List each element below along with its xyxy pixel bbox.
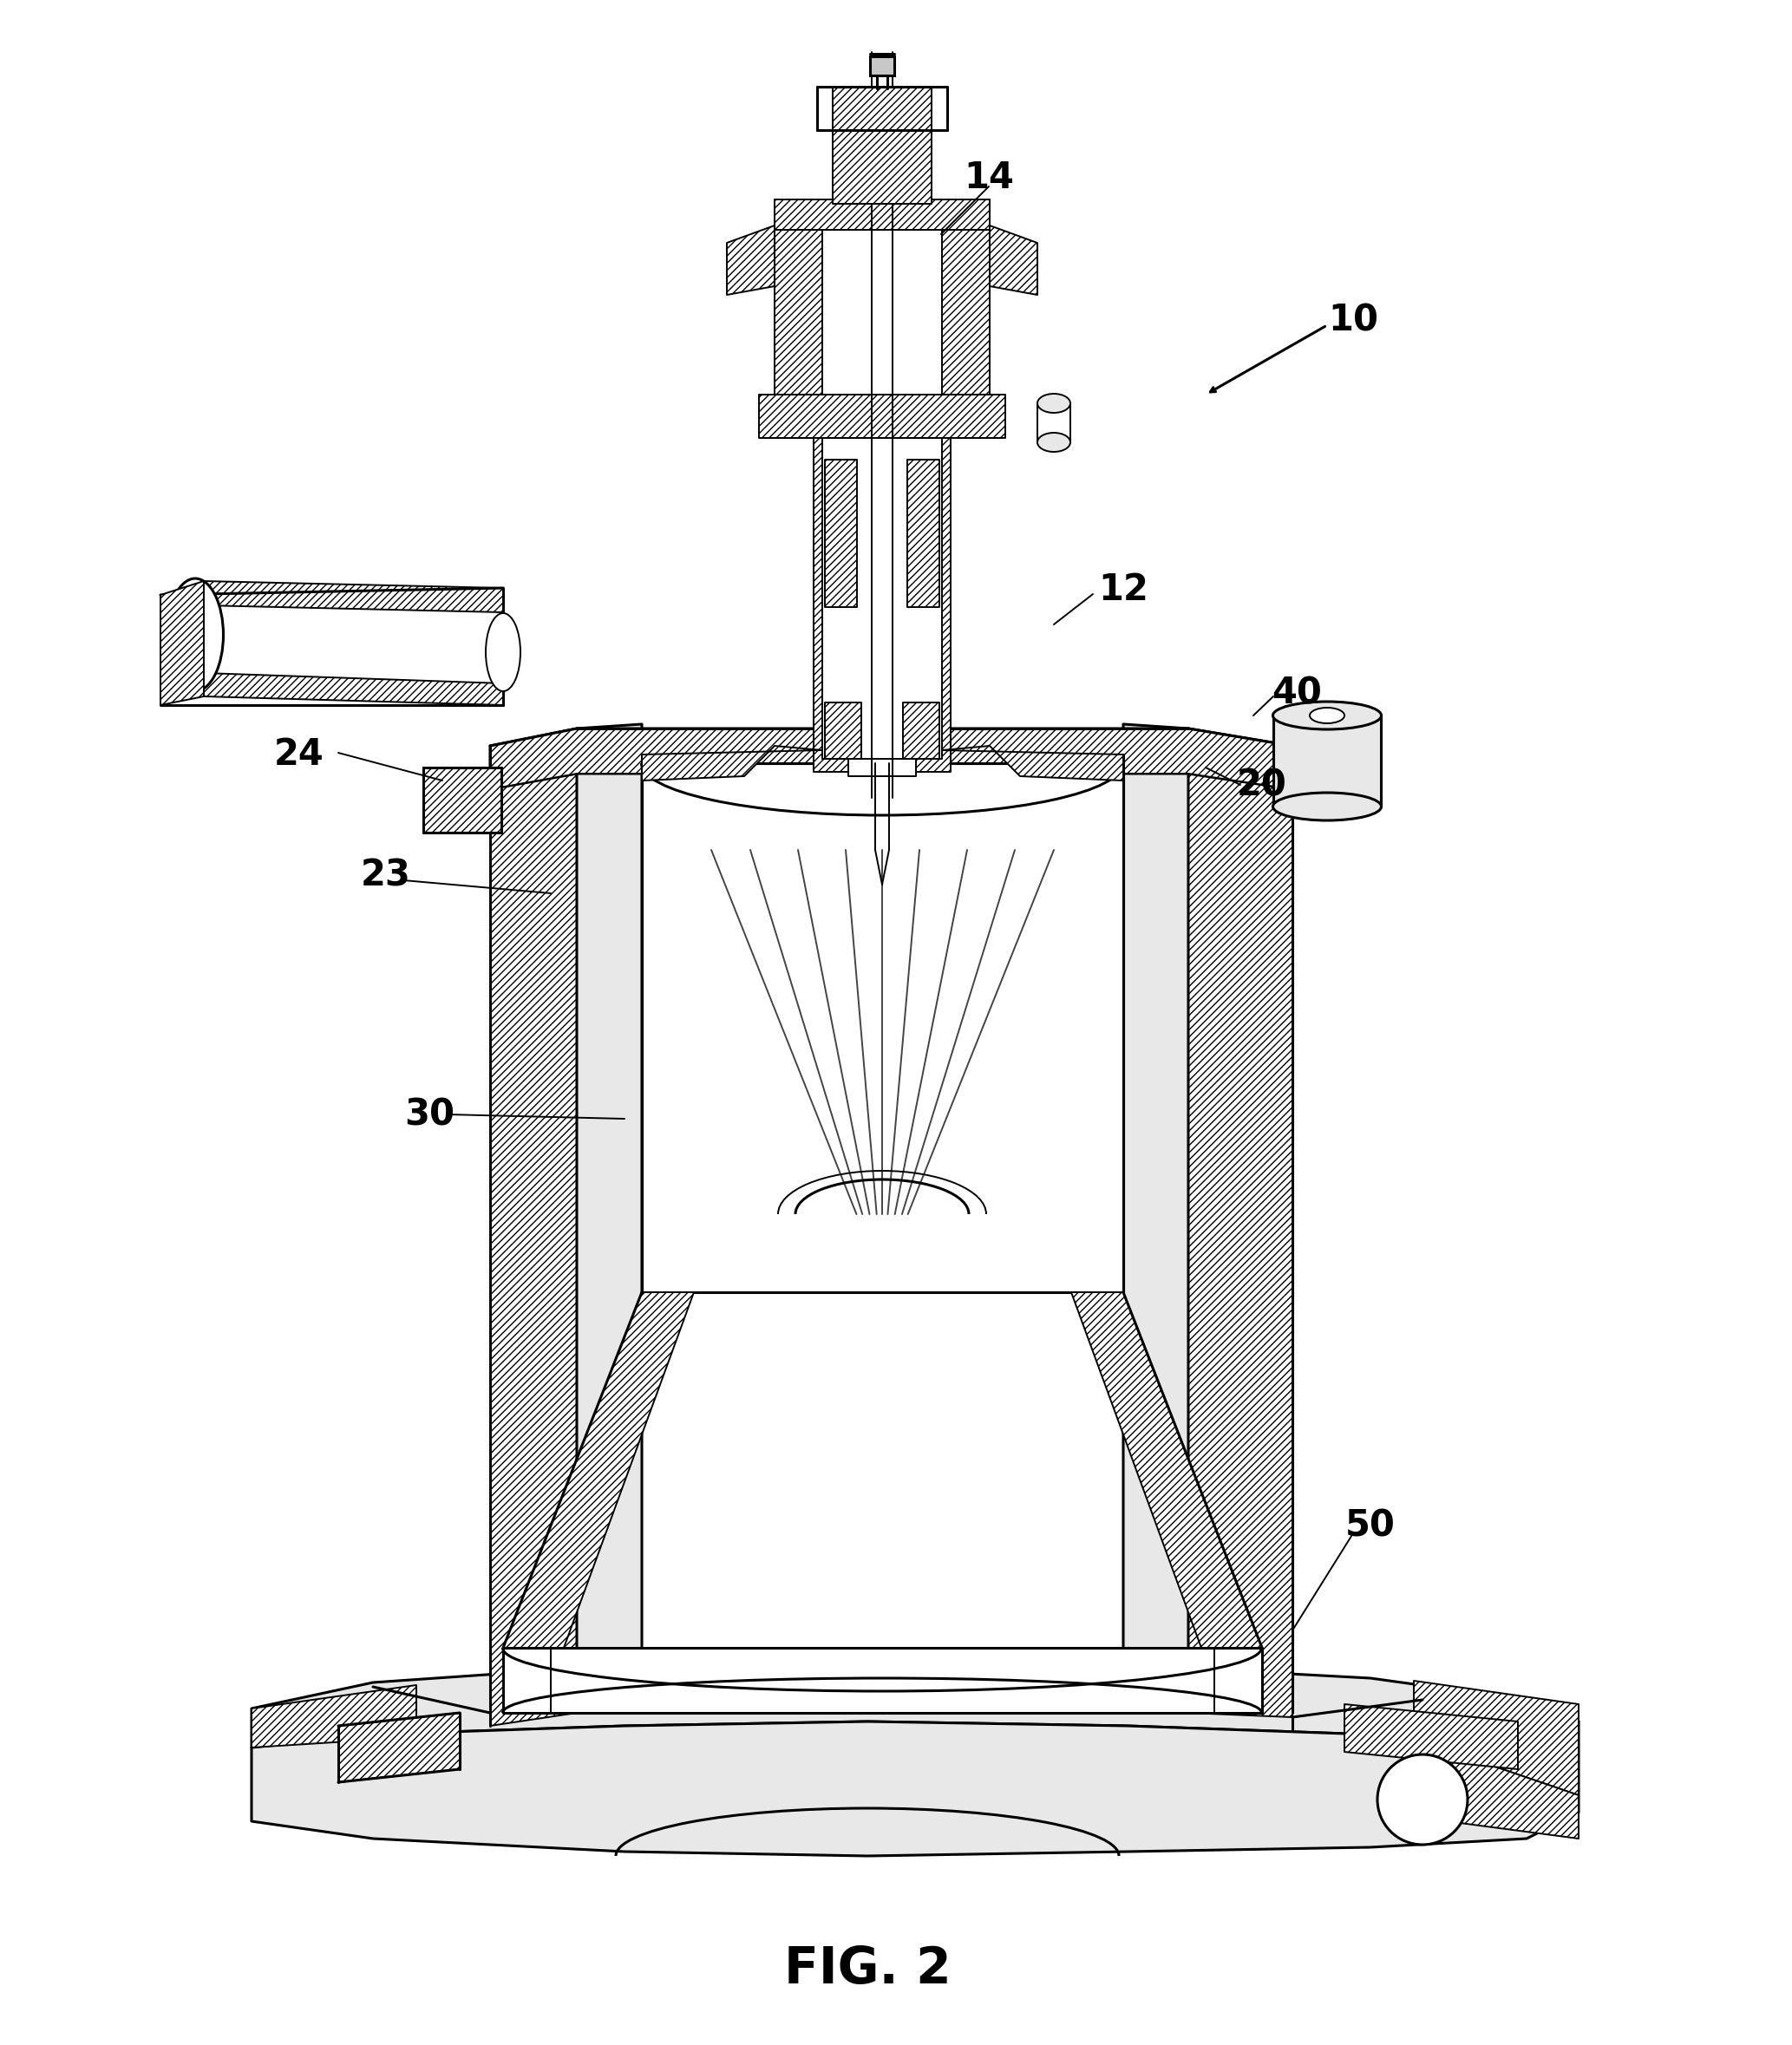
Polygon shape	[943, 746, 1124, 781]
Polygon shape	[577, 724, 642, 1714]
Ellipse shape	[1038, 395, 1070, 413]
Ellipse shape	[1272, 701, 1382, 730]
Polygon shape	[642, 763, 1124, 1292]
Polygon shape	[423, 767, 502, 832]
Polygon shape	[1124, 724, 1188, 1714]
Polygon shape	[504, 1292, 694, 1648]
Polygon shape	[848, 403, 916, 777]
Polygon shape	[814, 403, 848, 771]
Polygon shape	[1188, 728, 1292, 1718]
Polygon shape	[823, 411, 943, 759]
Polygon shape	[251, 1722, 1579, 1857]
Polygon shape	[824, 703, 862, 759]
Polygon shape	[204, 673, 504, 706]
Polygon shape	[204, 581, 504, 611]
Polygon shape	[489, 728, 1292, 789]
Polygon shape	[760, 395, 1005, 438]
Polygon shape	[916, 403, 950, 771]
Polygon shape	[774, 200, 989, 229]
Polygon shape	[339, 1714, 461, 1783]
Text: 12: 12	[1098, 571, 1149, 607]
Text: 24: 24	[274, 736, 324, 773]
Polygon shape	[989, 225, 1038, 294]
Text: FIG. 2: FIG. 2	[783, 1945, 952, 1994]
Polygon shape	[504, 1648, 1262, 1714]
Polygon shape	[489, 728, 1292, 789]
Circle shape	[1378, 1755, 1468, 1845]
Ellipse shape	[167, 579, 224, 691]
Polygon shape	[251, 1661, 1579, 1748]
Polygon shape	[161, 581, 204, 706]
Polygon shape	[251, 1685, 416, 1748]
Ellipse shape	[1272, 793, 1382, 820]
Polygon shape	[833, 86, 932, 204]
Text: 14: 14	[964, 160, 1014, 196]
Polygon shape	[824, 460, 857, 607]
Polygon shape	[1072, 1292, 1262, 1648]
Polygon shape	[642, 746, 823, 781]
Polygon shape	[1344, 1703, 1518, 1769]
Polygon shape	[943, 200, 989, 411]
Text: 40: 40	[1272, 675, 1322, 712]
Polygon shape	[774, 200, 823, 411]
Ellipse shape	[1310, 708, 1344, 724]
Polygon shape	[489, 728, 577, 1726]
Polygon shape	[1414, 1738, 1579, 1838]
Ellipse shape	[486, 614, 520, 691]
Polygon shape	[1414, 1681, 1579, 1796]
Polygon shape	[728, 225, 774, 294]
Ellipse shape	[1038, 434, 1070, 452]
Text: 50: 50	[1346, 1507, 1396, 1544]
Text: 23: 23	[360, 857, 410, 894]
Polygon shape	[903, 703, 939, 759]
Polygon shape	[1274, 716, 1382, 806]
Polygon shape	[907, 460, 939, 607]
Text: 10: 10	[1328, 303, 1378, 339]
Bar	[869, 57, 894, 76]
Text: 20: 20	[1236, 767, 1287, 804]
Text: 30: 30	[405, 1096, 455, 1133]
